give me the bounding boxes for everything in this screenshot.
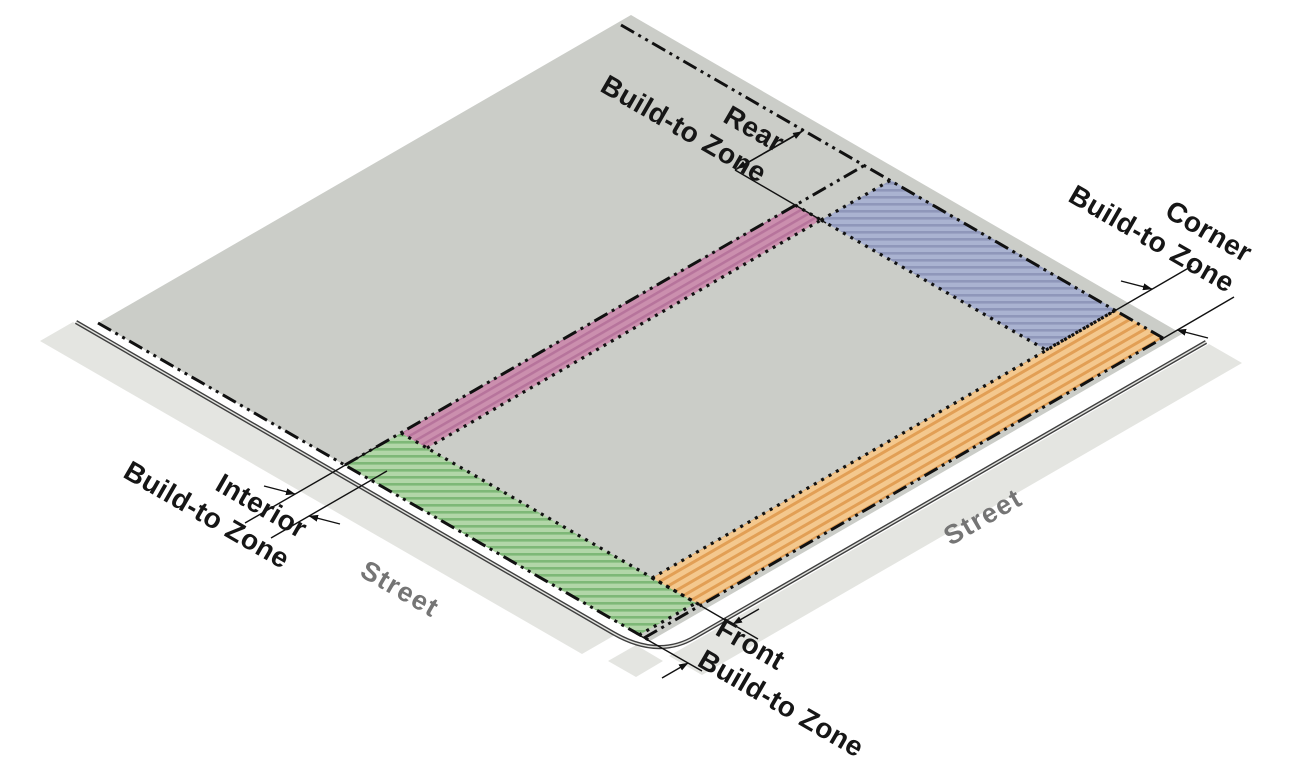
- front-dimension-line-inner: [695, 602, 759, 640]
- interior-dimension-line-outer: [244, 440, 388, 524]
- corner-dimension-line-outer: [1161, 296, 1235, 340]
- front-zone-inner-boundary: [400, 431, 697, 605]
- rear-dimension-extension: [734, 169, 827, 224]
- rear-zone-inner-boundary: [820, 218, 1047, 352]
- rear-dimension-arrow-down: [736, 149, 771, 170]
- corner-zone-label: Corner Build-to Zone: [1064, 179, 1258, 299]
- street-right-pavement: [669, 344, 1242, 675]
- corner-zone-end-boundary: [651, 576, 701, 607]
- front-dimension-line-outer: [638, 634, 703, 672]
- front-dimension-arrow-1: [732, 608, 760, 625]
- interior-dimension-line-inner: [270, 470, 388, 539]
- zone-inner-boundaries: [400, 178, 1117, 637]
- lot-ground: [98, 15, 1182, 641]
- zone-front-band: [345, 433, 696, 635]
- interior-dimension-arrow-1: [263, 485, 296, 496]
- dimension-lines: [244, 129, 1235, 679]
- street-left-pavement: [40, 322, 615, 654]
- corner-dimension-arrow-2: [1176, 328, 1209, 339]
- front-zone-label: Front Build-to Zone: [693, 612, 869, 763]
- zone-interior-band: [401, 205, 821, 448]
- front-property-line: [97, 321, 653, 644]
- rear-dimension-arrow-up: [769, 130, 803, 151]
- zone-corner-band: [652, 310, 1163, 605]
- property-lines: [97, 23, 1164, 644]
- curb-line-highlight: [75, 321, 1207, 648]
- zone-rear-band: [821, 180, 1116, 350]
- interior-property-line: [344, 163, 866, 467]
- front-zone-end-boundary: [638, 601, 697, 637]
- interior-dimension-arrow-2: [308, 514, 341, 525]
- front-dimension-arrow-2: [661, 662, 689, 679]
- intersection-pavement: [608, 645, 663, 677]
- corner-dimension-arrow-1: [1120, 280, 1153, 291]
- corner-property-line: [643, 336, 1164, 640]
